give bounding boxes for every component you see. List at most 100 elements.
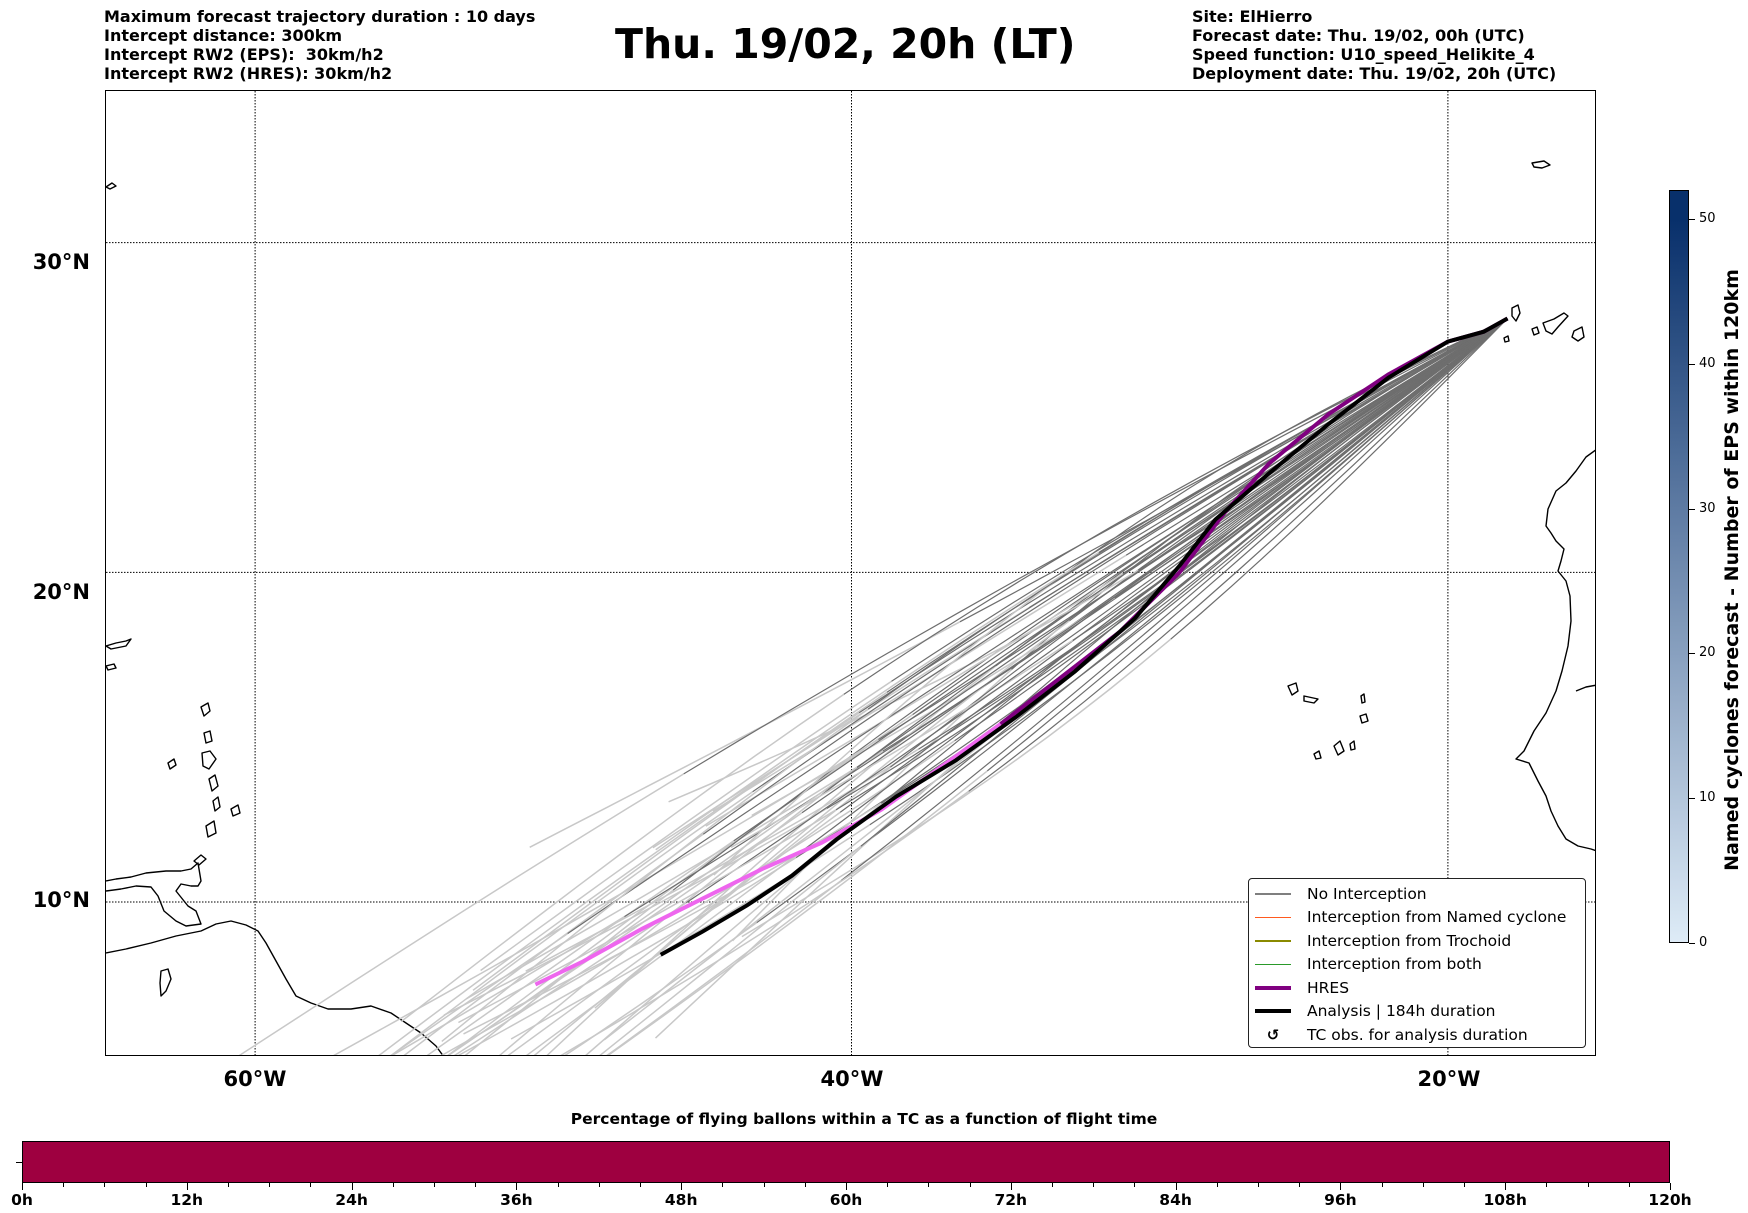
coastline-antilles-9 [167,758,177,770]
page-title: Thu. 19/02, 20h (LT) [615,20,1076,68]
main-trajectories [534,316,1509,987]
header-line-intercept-hres: Intercept RW2 (HRES): 30km/h2 [104,64,393,83]
timeline-tick [269,1183,271,1187]
timeline-tick [516,1183,518,1190]
eps-member-track-late [705,572,1124,827]
eps-member-track [1098,317,1508,554]
eps-member-track-late [447,812,803,1055]
eps-member-track-late [426,840,735,1055]
timeline-tick [22,1183,23,1190]
coastline-canary-grancanaria [1571,326,1585,342]
legend-label: HRES [1307,978,1350,997]
legend-line-icon [1255,940,1291,942]
coastline-canary-tenerife [1542,312,1569,335]
eps-member-track-late [599,845,862,1055]
coastline-canary-lapalma [1511,304,1521,322]
timeline-tick [1175,1183,1177,1190]
legend-item-trochoid: Interception from Trochoid [1249,929,1585,953]
legend-line-icon [1255,985,1291,990]
timeline-tick [1010,1183,1012,1190]
coastline-capeverde-5 [1333,740,1345,756]
timeline-tick-label: 24h [335,1191,368,1209]
header-line-forecast-date: Forecast date: Thu. 19/02, 00h (UTC) [1192,26,1525,45]
eps-member-track [858,317,1508,714]
timeline-tick [598,1183,600,1187]
eps-member-track-late [458,809,837,1024]
timeline-tick [846,1183,847,1190]
eps-member-track [752,317,1508,793]
colorbar-tick-label: 30 [1699,500,1716,516]
colorbar-tick-label: 40 [1699,355,1716,371]
timeline-tick-label: 60h [829,1191,863,1209]
coastline-canary-gomera [1531,326,1540,336]
timeline-tick [1422,1183,1424,1187]
lat-label-20n: 20°N [32,580,90,604]
eps-member-track [959,317,1508,623]
eps-member-track-late [400,693,845,1023]
legend-item-tc-obs: ↺ TC obs. for analysis duration [1249,1023,1585,1047]
coastline-africa [1515,449,1595,852]
coastline-capeverde-1 [1287,682,1299,696]
lon-label-20w: 20°W [1417,1067,1481,1091]
timeline-y-tick [16,1162,22,1163]
timeline-tick [1093,1183,1095,1187]
timeline-tick-label: 84h [1159,1191,1192,1209]
timeline-tick [228,1183,229,1187]
timeline-tick [640,1183,641,1187]
legend-item-named-cyclone: Interception from Named cyclone [1249,906,1585,930]
coastline-canary-hierro [1503,335,1510,343]
eps-member-track-late [490,766,858,1028]
coastline-capeverde-4 [1359,713,1369,724]
eps-member-track-late [457,856,797,1055]
coastline-antilles-5 [212,796,221,812]
coastline-antilles-6 [205,820,217,838]
timeline-tick [145,1183,147,1187]
coastline-pr [106,638,132,650]
colorbar-tick [1689,943,1695,944]
coastline-capeverde-6 [1349,740,1356,751]
header-line-site: Site: ElHierro [1192,7,1313,26]
coastline-antilles-8 [230,804,241,817]
lat-label-30n: 30°N [32,250,90,274]
legend-line-icon [1255,1009,1291,1014]
legend-label: No Interception [1307,884,1427,903]
eps-member-track-late [378,712,860,1055]
timeline-tick [1340,1183,1342,1190]
timeline-tick-label: 72h [994,1191,1028,1209]
timeline-tick [310,1183,312,1187]
eps-member-track-late [713,574,1064,876]
timeline-tick-label: 48h [664,1191,698,1209]
header-line-intercept-distance: Intercept distance: 300km [104,26,343,45]
timeline-tick [104,1183,106,1187]
timeline-tick [557,1183,559,1187]
eps-member-track-late [529,621,961,848]
eps-member-track-late [480,680,892,972]
eps-member-track [685,318,1508,904]
legend-item-analysis: Analysis | 184h duration [1249,1000,1585,1024]
timeline-tick [1381,1183,1383,1187]
coastline-antilles-4 [208,774,219,792]
timeline-tick-label: 108h [1483,1191,1527,1209]
eps-member-track [840,318,1508,882]
timeline-tick [186,1183,188,1190]
timeline-tick [1299,1183,1301,1187]
coastline-africa-2 [1575,684,1595,692]
legend-item-both: Interception from both [1249,953,1585,977]
eps-member-track-late [607,770,988,1055]
colorbar [1669,190,1689,943]
timeline-tick [475,1183,477,1187]
timeline-tick [928,1183,930,1187]
timeline-tick [1546,1183,1548,1187]
coastline-island-small [159,968,172,997]
coastline-capeverde-2 [1303,695,1319,704]
legend-label: Analysis | 184h duration [1307,1002,1496,1021]
timeline-tick [681,1183,683,1190]
timeline-tick-label: 36h [500,1191,533,1209]
coastline-antilles-2 [203,730,213,744]
coastline-capeverde-3 [1360,693,1366,704]
timeline-tick [887,1183,889,1187]
eps-member-track [1138,318,1508,571]
lat-label-10n: 10°N [32,888,90,912]
eps-member-track-late [499,796,820,1055]
coastline-madeira [1531,160,1551,169]
